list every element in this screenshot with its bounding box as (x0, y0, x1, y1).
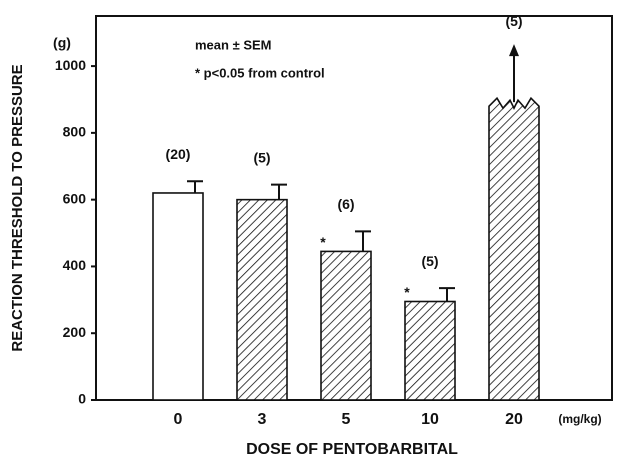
y-tick-label: 800 (63, 124, 87, 140)
x-tick-label: 3 (258, 411, 267, 428)
error-bar (271, 183, 287, 200)
y-tick-label: 600 (63, 190, 87, 206)
y-tick-label: 200 (63, 324, 87, 340)
n-label: (6) (337, 196, 354, 212)
n-label: (20) (166, 146, 191, 162)
x-tick-label: 0 (174, 411, 183, 428)
legend-line: * p<0.05 from control (195, 65, 325, 80)
y-axis-label: REACTION THRESHOLD TO PRESSURE (9, 64, 26, 351)
x-tick-label: 10 (421, 411, 439, 428)
arrow-head (509, 44, 519, 57)
error-bar (187, 180, 203, 193)
x-tick-label: 20 (505, 411, 523, 428)
bar (488, 96, 540, 401)
x-tick-label: 5 (342, 411, 351, 428)
error-bar (355, 230, 371, 252)
error-bar (439, 287, 455, 302)
significance-mark: * (320, 234, 326, 250)
x-axis-label: DOSE OF PENTOBARBITAL (246, 441, 458, 458)
n-label: (5) (421, 253, 438, 269)
y-tick-label: 1000 (55, 57, 86, 73)
significance-mark: * (404, 284, 410, 300)
x-unit: (mg/kg) (558, 412, 601, 426)
legend-line: mean ± SEM (195, 37, 272, 52)
bar (152, 192, 204, 401)
y-tick-label: 400 (63, 257, 87, 273)
bar (320, 250, 372, 401)
n-label: (5) (505, 13, 522, 29)
bar (404, 300, 456, 401)
bar (236, 198, 288, 401)
n-label: (5) (253, 149, 270, 165)
y-tick-label: 0 (78, 391, 86, 407)
y-unit: (g) (53, 35, 71, 51)
